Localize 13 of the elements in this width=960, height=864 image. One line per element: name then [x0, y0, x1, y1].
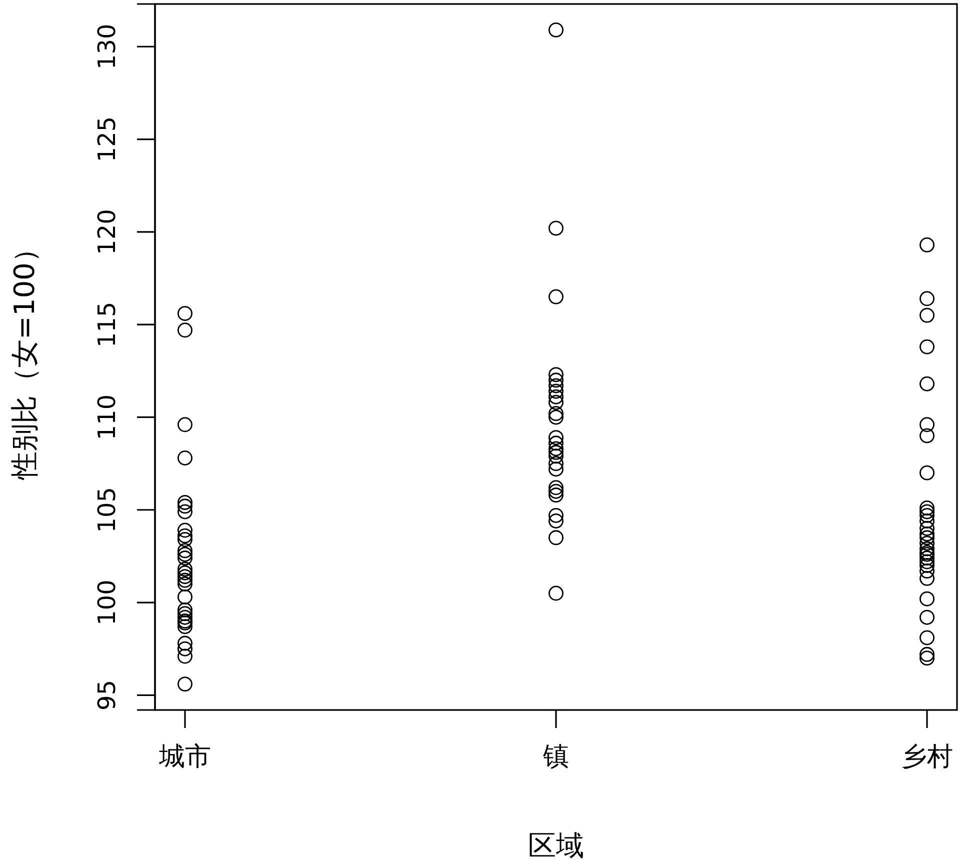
x-tick-label: 乡村	[901, 742, 954, 772]
y-tick-label: 125	[93, 116, 121, 162]
x-tick-label: 城市	[158, 742, 211, 772]
x-axis-title: 区域	[528, 828, 584, 862]
y-tick-label: 110	[93, 394, 121, 440]
y-tick-label: 130	[93, 24, 121, 70]
y-tick-label: 100	[93, 580, 121, 626]
y-tick-label: 95	[93, 680, 121, 710]
x-tick-label: 镇	[542, 742, 569, 772]
y-tick-label: 120	[93, 209, 121, 255]
y-axis-title: 性别比（女=100）	[8, 234, 40, 480]
y-tick-label: 105	[93, 486, 121, 533]
y-tick-label: 115	[93, 302, 121, 348]
